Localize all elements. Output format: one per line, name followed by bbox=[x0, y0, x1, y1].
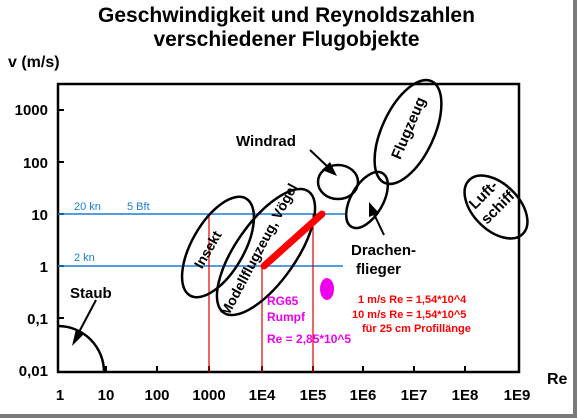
red-note-1: 1 m/s Re = 1,54*10^4 bbox=[358, 294, 467, 306]
staub-label: Staub bbox=[70, 285, 112, 302]
staub-arrow bbox=[77, 299, 97, 335]
rg65-marker bbox=[320, 278, 334, 300]
drachenflieger-arrow bbox=[372, 211, 385, 236]
y-tick-label: 0,01 bbox=[19, 363, 48, 380]
staub-region bbox=[57, 324, 106, 373]
x-tick-label: 1E7 bbox=[401, 387, 428, 404]
y-tick-label: 100 bbox=[23, 155, 48, 172]
rg65-label: RG65 bbox=[267, 294, 299, 308]
rumpf-label: Rumpf bbox=[267, 310, 306, 324]
drachenflieger-arrowhead bbox=[369, 202, 379, 217]
reference-label-5bft: 5 Bft bbox=[127, 201, 150, 213]
staub-arrowhead bbox=[72, 329, 84, 346]
y-axis-label: v (m/s) bbox=[8, 54, 60, 71]
windrad-arrowhead bbox=[322, 162, 337, 176]
x-tick-label: 1E8 bbox=[452, 387, 479, 404]
y-tick-label: 1 bbox=[40, 259, 48, 276]
insekt-region bbox=[180, 195, 256, 299]
x-tick-label: 1E5 bbox=[300, 387, 327, 404]
y-tick-label: 1000 bbox=[15, 102, 48, 119]
red-note-2: 10 m/s Re = 1,54*10^5 bbox=[352, 309, 466, 321]
drachenflieger-label-2: flieger bbox=[356, 261, 401, 278]
red-band bbox=[260, 210, 326, 270]
x-tick-label: 10 bbox=[98, 387, 115, 404]
rg65-re-label: Re = 2,85*10^5 bbox=[267, 332, 351, 346]
x-tick-label: 1E4 bbox=[249, 387, 276, 404]
x-tick-label: 1E9 bbox=[504, 387, 531, 404]
x-tick-label: 1 bbox=[56, 387, 64, 404]
drachenflieger-label-1: Drachen- bbox=[351, 242, 416, 259]
diagram-title: Geschwindigkeit und Reynoldszahlen versc… bbox=[0, 4, 573, 52]
x-axis-label: Re bbox=[547, 371, 568, 388]
windrad-arrow bbox=[309, 149, 330, 169]
windrad-label: Windrad bbox=[236, 133, 296, 150]
luftschiff-region bbox=[463, 174, 529, 240]
x-tick-label: 100 bbox=[144, 387, 169, 404]
title-line-2: verschiedener Flugobjekte bbox=[153, 28, 420, 51]
red-note-3: für 25 cm Profillänge bbox=[362, 323, 471, 335]
title-line-1: Geschwindigkeit und Reynoldszahlen bbox=[98, 4, 475, 27]
drachenflieger-region bbox=[344, 170, 390, 230]
reference-label-20kn: 20 kn bbox=[74, 201, 101, 213]
x-tick-label: 1000 bbox=[192, 387, 225, 404]
windrad-region bbox=[316, 163, 360, 201]
y-tick-label: 10 bbox=[31, 207, 48, 224]
y-tick-label: 0,1 bbox=[27, 311, 48, 328]
x-tick-label: 1E6 bbox=[350, 387, 377, 404]
reference-label-2kn: 2 kn bbox=[74, 252, 95, 264]
modellflugzeug-region bbox=[215, 187, 317, 317]
flugzeug-region bbox=[373, 78, 443, 186]
plot-area bbox=[56, 82, 521, 374]
